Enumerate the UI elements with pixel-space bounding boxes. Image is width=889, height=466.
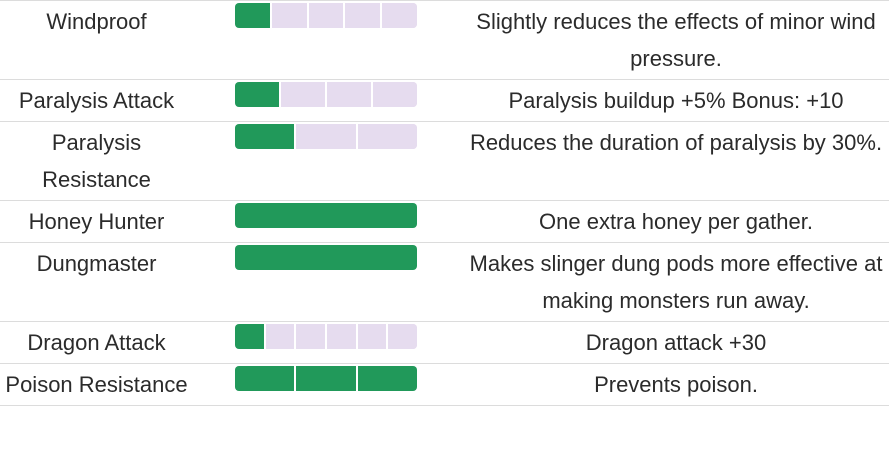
skill-name: Dragon Attack <box>0 321 193 364</box>
skill-level-cell <box>193 321 455 364</box>
table-row: Dungmaster Makes slinger dung pods more … <box>0 242 889 322</box>
level-segment-empty <box>327 324 358 349</box>
table-row: Windproof Slightly reduces the effects o… <box>0 0 889 80</box>
skill-level-bar <box>235 3 417 28</box>
level-segment-filled <box>235 203 417 228</box>
table-row: Paralysis Resistance Reduces the duratio… <box>0 121 889 201</box>
skill-name: Honey Hunter <box>0 200 193 243</box>
skill-level-cell <box>193 200 455 243</box>
skill-level-cell <box>193 121 455 201</box>
skill-description: Makes slinger dung pods more effective a… <box>455 242 889 322</box>
level-segment-filled <box>235 324 266 349</box>
level-segment-empty <box>357 324 389 349</box>
skill-name: Windproof <box>0 0 193 80</box>
level-segment-empty <box>271 3 309 28</box>
skill-name: Paralysis Attack <box>0 79 193 122</box>
level-segment-empty <box>388 324 417 349</box>
skill-level-bar <box>235 124 417 149</box>
skill-name: Dungmaster <box>0 242 193 322</box>
skill-level-bar <box>235 324 417 349</box>
skill-description: Paralysis buildup +5% Bonus: +10 <box>455 79 889 122</box>
level-segment-empty <box>296 324 328 349</box>
level-segment-empty <box>327 82 373 107</box>
level-segment-empty <box>308 3 346 28</box>
skill-level-cell <box>193 0 455 80</box>
skill-level-cell <box>193 363 455 406</box>
skill-description: Prevents poison. <box>455 363 889 406</box>
skill-description: One extra honey per gather. <box>455 200 889 243</box>
level-segment-filled <box>235 124 297 149</box>
skill-description: Slightly reduces the effects of minor wi… <box>455 0 889 80</box>
level-segment-empty <box>265 324 297 349</box>
skill-description: Reduces the duration of paralysis by 30%… <box>455 121 889 201</box>
level-segment-empty <box>345 3 383 28</box>
level-segment-empty <box>296 124 358 149</box>
skill-name: Poison Resistance <box>0 363 193 406</box>
level-segment-filled <box>235 366 297 391</box>
skill-level-bar <box>235 203 417 228</box>
level-segment-filled <box>357 366 417 391</box>
skill-level-bar <box>235 245 417 270</box>
level-segment-filled <box>235 245 417 270</box>
table-row: Poison Resistance Prevents poison. <box>0 363 889 406</box>
table-row: Paralysis Attack Paralysis buildup +5% B… <box>0 79 889 122</box>
level-segment-empty <box>382 3 417 28</box>
level-segment-filled <box>235 3 272 28</box>
skills-table: Windproof Slightly reduces the effects o… <box>0 0 889 406</box>
skill-name: Paralysis Resistance <box>0 121 193 201</box>
skill-level-cell <box>193 242 455 322</box>
level-segment-empty <box>281 82 327 107</box>
skill-level-bar <box>235 366 417 391</box>
table-row: Honey Hunter One extra honey per gather. <box>0 200 889 243</box>
skills-table-body: Windproof Slightly reduces the effects o… <box>0 0 889 406</box>
level-segment-filled <box>235 82 281 107</box>
table-row: Dragon Attack Dragon attack +30 <box>0 321 889 364</box>
skill-level-cell <box>193 79 455 122</box>
level-segment-filled <box>296 366 358 391</box>
skill-description: Dragon attack +30 <box>455 321 889 364</box>
level-segment-empty <box>357 124 417 149</box>
skill-level-bar <box>235 82 417 107</box>
level-segment-empty <box>373 82 417 107</box>
